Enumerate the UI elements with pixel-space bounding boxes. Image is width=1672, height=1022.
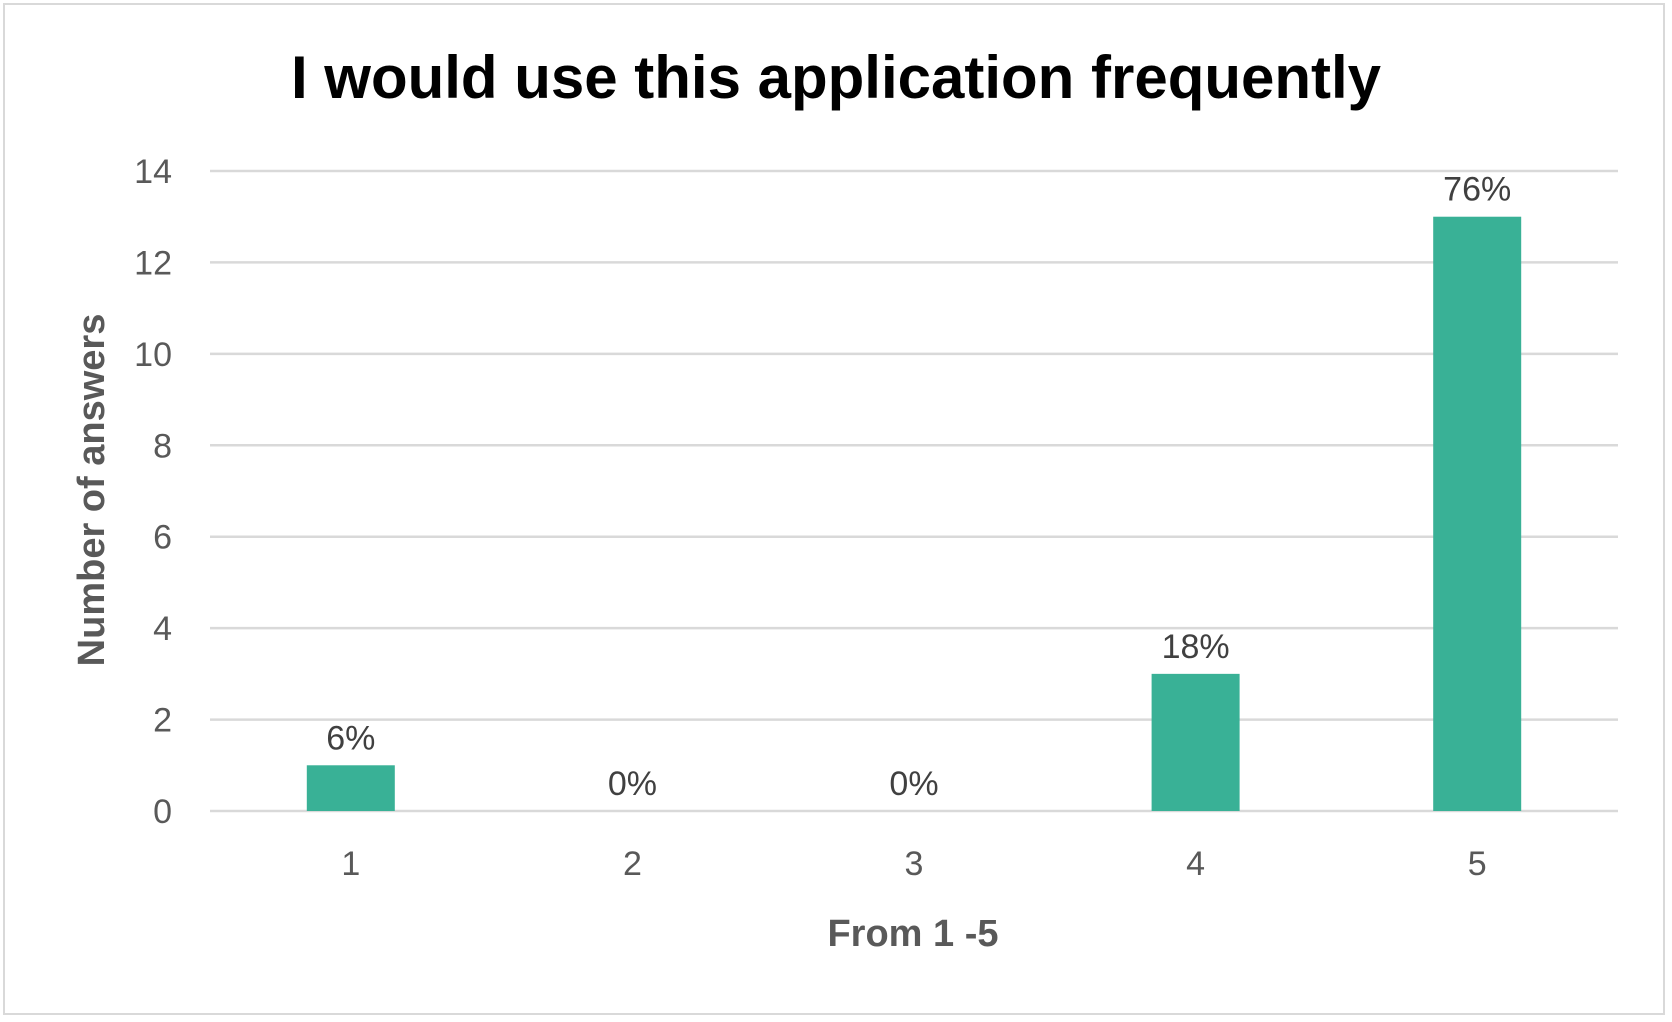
bars — [306, 216, 1522, 811]
x-tick-label: 2 — [623, 845, 642, 883]
bar-4 — [1151, 673, 1240, 811]
y-tick-label: 12 — [134, 244, 172, 282]
y-tick-label: 2 — [153, 702, 172, 740]
bar-5 — [1433, 216, 1522, 811]
y-tick-label: 4 — [153, 610, 172, 648]
y-tick-label: 14 — [134, 153, 172, 191]
data-label-2: 0% — [608, 765, 657, 803]
x-tick-label: 4 — [1186, 845, 1205, 883]
y-tick-label: 8 — [153, 427, 172, 465]
x-axis-ticks: 1 2 3 4 5 — [341, 845, 1486, 883]
chart-title: I would use this application frequently — [291, 44, 1382, 111]
x-tick-label: 1 — [341, 845, 360, 883]
y-tick-label: 6 — [153, 519, 172, 557]
x-tick-label: 5 — [1468, 845, 1487, 883]
data-label-3: 0% — [889, 765, 938, 803]
data-label-5: 76% — [1443, 171, 1511, 209]
y-tick-label: 10 — [134, 336, 172, 374]
data-label-1: 6% — [326, 719, 375, 757]
y-axis-title: Number of answers — [71, 314, 113, 667]
x-tick-label: 3 — [905, 845, 924, 883]
bar-1 — [306, 765, 395, 811]
gridlines — [210, 169, 1618, 813]
data-label-4: 18% — [1162, 628, 1230, 666]
y-tick-label: 0 — [153, 793, 172, 831]
data-labels: 6% 0% 0% 18% 76% — [326, 171, 1511, 803]
x-axis-title: From 1 -5 — [827, 913, 998, 955]
y-axis-ticks: 0 2 4 6 8 10 12 14 — [134, 153, 172, 831]
